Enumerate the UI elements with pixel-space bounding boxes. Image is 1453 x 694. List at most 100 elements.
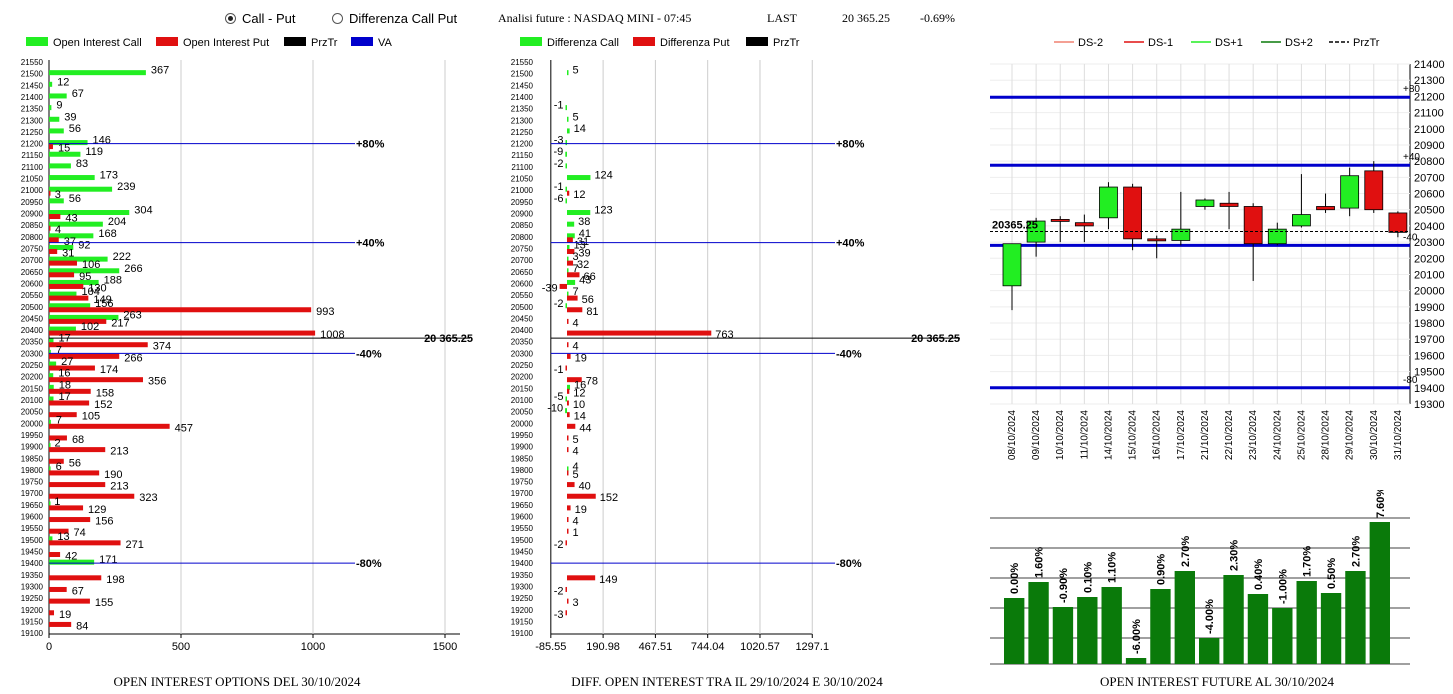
put-diff-label: 12 (573, 189, 585, 201)
oi-bar (1296, 581, 1317, 664)
call-value-label: 92 (78, 239, 90, 251)
put-diff-bar (567, 353, 571, 359)
radio-call-put[interactable]: Call - Put (225, 11, 295, 26)
put-diff-label: 4 (573, 341, 579, 353)
call-bar (49, 233, 94, 239)
y-tick-label: 19700 (1414, 334, 1445, 346)
call-bar (49, 116, 60, 122)
put-value-label: 174 (100, 364, 118, 376)
put-diff-bar (567, 528, 569, 534)
call-bar (49, 221, 103, 227)
oi-bar (1320, 593, 1342, 664)
last-value: 20 365.25 (842, 11, 890, 25)
oi-bar-label: 2.30% (1229, 540, 1241, 571)
strike-label: 20000 (21, 419, 44, 428)
call-bar (49, 536, 53, 542)
strike-label: 19600 (21, 513, 44, 522)
put-diff-label: 12 (573, 387, 585, 399)
candle-body (1147, 238, 1167, 242)
call-diff-label: 16 (574, 379, 586, 391)
call-diff-bar (565, 408, 567, 414)
put-bar (49, 260, 77, 266)
put-bar (49, 586, 67, 592)
call-diff-bar (567, 116, 569, 122)
call-diff-label: -3 (554, 135, 564, 147)
call-bar (49, 128, 64, 134)
put-diff-label: 1 (573, 527, 579, 539)
legend-swatch (633, 37, 655, 46)
call-diff-label: 43 (579, 274, 591, 286)
x-tick-label: 08/10/2024 (1007, 410, 1018, 460)
call-diff-bar (565, 140, 567, 146)
y-tick-label: 21100 (1414, 108, 1444, 120)
call-diff-label: 5 (573, 65, 579, 77)
put-diff-label: 19 (575, 504, 587, 516)
call-bar (49, 81, 53, 87)
put-value-label: 105 (82, 411, 100, 423)
call-diff-label: -10 (547, 403, 563, 415)
put-value-label: 4 (55, 224, 61, 236)
x-tick-label: 31/10/2024 (1393, 410, 1404, 460)
level-label: +80 (1403, 84, 1420, 95)
strike-label: 21400 (511, 93, 534, 102)
call-value-label: 102 (81, 321, 99, 333)
strike-label: 21050 (511, 175, 534, 184)
price-line-label: 20 365.25 (911, 333, 960, 345)
put-diff-label: 763 (715, 329, 733, 341)
change-value: -0.69% (920, 11, 955, 25)
legend-swatch (156, 37, 178, 46)
put-value-label: 271 (126, 539, 144, 551)
call-value-label: 9 (56, 100, 62, 112)
put-value-label: 1008 (320, 329, 344, 341)
put-bar (49, 400, 90, 406)
put-diff-label: 10 (573, 399, 585, 411)
put-diff-label: 56 (582, 294, 594, 306)
call-diff-bar (567, 221, 575, 227)
call-value-label: 188 (104, 274, 122, 286)
put-diff-bar (567, 493, 596, 499)
candle-body (1219, 202, 1239, 207)
last-label: LAST (767, 11, 797, 25)
y-tick-label: 19800 (1414, 318, 1445, 330)
put-bar (49, 283, 84, 289)
strike-label: 19150 (21, 617, 44, 626)
candle-body (1267, 228, 1287, 245)
put-diff-label: 5 (573, 434, 579, 446)
y-tick-label: 20900 (1414, 140, 1445, 152)
put-value-label: 457 (175, 422, 193, 434)
radio-differenza-call-put[interactable]: Differenza Call Put (332, 11, 457, 26)
put-value-label: 323 (139, 492, 157, 504)
oi-bar-label: 0.50% (1326, 558, 1338, 589)
put-diff-bar (559, 283, 567, 289)
call-diff-bar (567, 384, 571, 390)
call-diff-bar (565, 163, 567, 169)
put-bar (49, 517, 91, 523)
strike-label: 20600 (21, 279, 44, 288)
oi-bar (1272, 608, 1293, 664)
put-diff-bar (565, 586, 567, 592)
call-bar (49, 373, 54, 379)
put-diff-bar (565, 540, 567, 546)
put-bar (49, 248, 58, 254)
x-tick-label: 190.98 (586, 641, 620, 653)
y-tick-label: 20700 (1414, 172, 1445, 184)
call-bar (49, 443, 51, 449)
strike-label: 21400 (21, 93, 44, 102)
radio-label: Differenza Call Put (349, 11, 458, 26)
strike-label: 20650 (511, 268, 534, 277)
put-diff-bar (565, 610, 567, 616)
call-bar (49, 198, 64, 204)
put-bar (49, 552, 61, 558)
strike-label: 21000 (511, 186, 534, 195)
y-tick-label: 19900 (1414, 302, 1445, 314)
put-bar (49, 482, 106, 488)
legend-swatch (520, 37, 542, 46)
put-value-label: 42 (65, 551, 77, 563)
call-bar (49, 175, 95, 181)
call-diff-bar (565, 396, 567, 402)
put-diff-label: -2 (554, 585, 564, 597)
x-tick-label: 1500 (433, 641, 457, 653)
strike-label: 19650 (21, 501, 44, 510)
strike-label: 20400 (511, 326, 534, 335)
x-tick-label: 1020.57 (740, 641, 780, 653)
